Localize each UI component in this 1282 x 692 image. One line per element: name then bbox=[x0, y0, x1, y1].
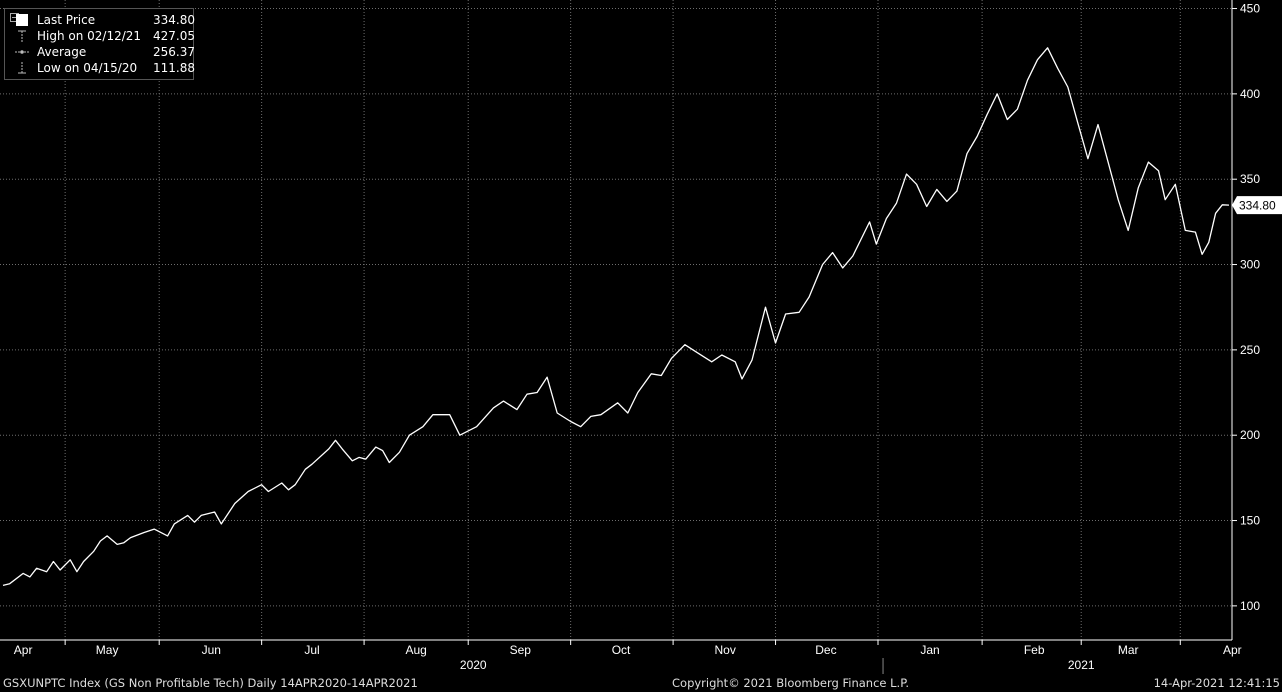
y-tick-label-450: 450 bbox=[1240, 2, 1260, 16]
footer-copyright: Copyright© 2021 Bloomberg Finance L.P. bbox=[672, 676, 909, 690]
legend-label-low: Low on 04/15/20 bbox=[37, 61, 138, 75]
x-tick-label-7: Nov bbox=[714, 643, 735, 657]
last-value-marker: 334.80 bbox=[1232, 196, 1282, 215]
legend-item-average: Average 256.37 bbox=[5, 44, 195, 60]
y-tick-label-100: 100 bbox=[1240, 599, 1260, 613]
legend-label-high: High on 02/12/21 bbox=[37, 29, 142, 43]
x-tick-label-1: May bbox=[96, 643, 119, 657]
x-tick-label-11: Mar bbox=[1118, 643, 1139, 657]
last-value-tag bbox=[1232, 196, 1282, 215]
x-axis-ticks: Apr May Jun Jul Aug Sep Oct Nov Dec Jan Feb Mar Apr 2… bbox=[14, 640, 1242, 674]
y-tick-label-350: 350 bbox=[1240, 172, 1260, 186]
x-tick-label-8: Dec bbox=[815, 643, 836, 657]
series-layer bbox=[2, 47, 1230, 587]
legend-value-average: 256.37 bbox=[153, 45, 195, 59]
y-tick-label-300: 300 bbox=[1240, 258, 1260, 272]
legend-value-low: 111.88 bbox=[153, 61, 195, 75]
legend-item-last-price: Last Price 334.80 bbox=[5, 12, 195, 28]
y-tick-label-250: 250 bbox=[1240, 343, 1260, 357]
footer-security-description: GSXUNPTC Index (GS Non Profitable Tech) … bbox=[3, 676, 418, 690]
legend-item-high: High on 02/12/21 427.05 bbox=[5, 28, 195, 44]
last-value-text: 334.80 bbox=[1239, 199, 1276, 213]
x-tick-label-4: Aug bbox=[405, 643, 426, 657]
filled-square-icon bbox=[16, 14, 28, 26]
year-label-0: 2020 bbox=[460, 658, 487, 672]
low-marker-icon bbox=[18, 62, 26, 74]
y-tick-label-150: 150 bbox=[1240, 514, 1260, 528]
chart-grid bbox=[0, 0, 1232, 640]
legend-item-low: Low on 04/15/20 111.88 bbox=[5, 60, 195, 76]
legend-label-last-price: Last Price bbox=[37, 13, 96, 27]
chart-axes bbox=[0, 0, 1233, 641]
x-tick-label-10: Feb bbox=[1024, 643, 1045, 657]
x-tick-label-2: Jun bbox=[202, 643, 221, 657]
y-tick-label-200: 200 bbox=[1240, 428, 1260, 442]
year-label-1: 2021 bbox=[1068, 658, 1095, 672]
x-tick-label-6: Oct bbox=[612, 643, 631, 657]
chart-legend: Last Price 334.80 High on 02/12/21 427.0… bbox=[4, 8, 195, 80]
x-tick-label-3: Jul bbox=[304, 643, 319, 657]
x-tick-label-5: Sep bbox=[510, 643, 532, 657]
y-tick-label-400: 400 bbox=[1240, 87, 1260, 101]
x-tick-label-12: Apr bbox=[1223, 643, 1242, 657]
x-tick-label-0: Apr bbox=[14, 643, 33, 657]
x-tick-label-9: Jan bbox=[920, 643, 939, 657]
footer-timestamp: 14-Apr-2021 12:41:15 bbox=[1153, 676, 1280, 690]
legend-label-average: Average bbox=[37, 45, 87, 59]
legend-value-last-price: 334.80 bbox=[153, 13, 195, 27]
legend-value-high: 427.05 bbox=[153, 29, 195, 43]
high-marker-icon bbox=[18, 30, 26, 42]
average-line-icon bbox=[15, 50, 29, 54]
series-line-0 bbox=[2, 47, 1230, 587]
y-axis-ticks: 100 150 200 250 300 350 400 450 bbox=[1232, 2, 1260, 613]
